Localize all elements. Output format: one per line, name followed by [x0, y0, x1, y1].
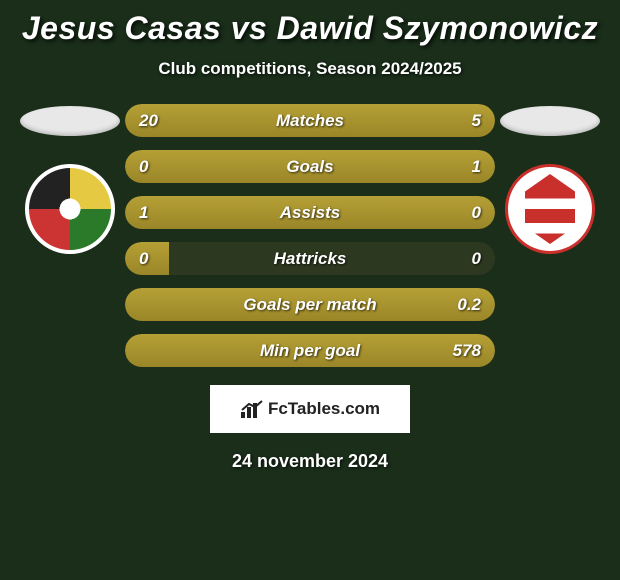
- stat-value-left: 0: [139, 249, 148, 269]
- club-badge-right: [505, 164, 595, 254]
- stat-row: 1 Assists 0: [125, 196, 495, 229]
- page-title: Jesus Casas vs Dawid Szymonowicz: [0, 10, 620, 47]
- stat-value-left: 20: [139, 111, 158, 131]
- player-photo-right: [500, 106, 600, 136]
- fill-left: [125, 150, 173, 183]
- stat-row: Min per goal 578: [125, 334, 495, 367]
- fill-right: [421, 104, 495, 137]
- stat-row: Goals per match 0.2: [125, 288, 495, 321]
- stat-label: Matches: [276, 111, 344, 131]
- stat-label: Min per goal: [260, 341, 360, 361]
- stat-label: Goals: [286, 157, 333, 177]
- stat-value-left: 0: [139, 157, 148, 177]
- date-line: 24 november 2024: [0, 451, 620, 472]
- stat-row: 0 Hattricks 0: [125, 242, 495, 275]
- player-column-right: [495, 104, 605, 254]
- stat-row: 0 Goals 1: [125, 150, 495, 183]
- stat-value-right: 5: [472, 111, 481, 131]
- player-column-left: [15, 104, 125, 254]
- stat-value-right: 0: [472, 203, 481, 223]
- stat-value-right: 578: [453, 341, 481, 361]
- fill-right: [173, 150, 495, 183]
- stat-label: Hattricks: [274, 249, 347, 269]
- stat-label: Goals per match: [243, 295, 376, 315]
- subtitle: Club competitions, Season 2024/2025: [0, 59, 620, 79]
- stat-value-right: 0.2: [457, 295, 481, 315]
- stat-bars: 20 Matches 5 0 Goals 1 1 Assists 0 0 Hattricks 0 Goa…: [125, 104, 495, 367]
- stat-row: 20 Matches 5: [125, 104, 495, 137]
- stat-label: Assists: [280, 203, 340, 223]
- brand-box: FcTables.com: [210, 385, 410, 433]
- club-badge-left: [25, 164, 115, 254]
- stat-value-left: 1: [139, 203, 148, 223]
- fill-left: [125, 288, 181, 321]
- player-photo-left: [20, 106, 120, 136]
- main-area: 20 Matches 5 0 Goals 1 1 Assists 0 0 Hattricks 0 Goa…: [0, 104, 620, 367]
- chart-icon: [240, 400, 264, 418]
- fill-left: [125, 334, 199, 367]
- brand-text: FcTables.com: [268, 399, 380, 419]
- comparison-card: Jesus Casas vs Dawid Szymonowicz Club co…: [0, 0, 620, 580]
- stat-value-right: 0: [472, 249, 481, 269]
- fill-left: [125, 104, 421, 137]
- stat-value-right: 1: [472, 157, 481, 177]
